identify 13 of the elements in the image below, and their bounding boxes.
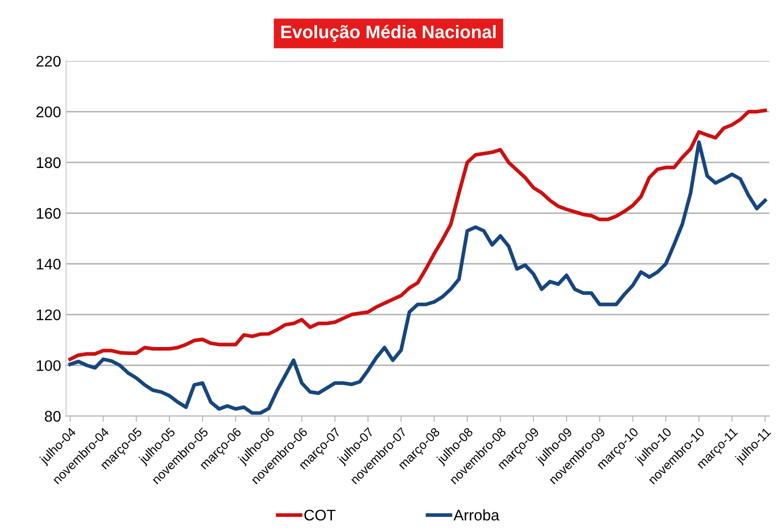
y-tick-label: 100 — [36, 360, 61, 372]
line-series — [68, 108, 767, 362]
line-series — [68, 140, 767, 415]
y-tick-label: 80 — [44, 410, 61, 422]
y-tick-label: 120 — [36, 309, 61, 320]
y-tick-label: 200 — [36, 106, 61, 118]
y-tick-label: 220 — [36, 56, 61, 67]
chart-title: Evolução Média Nacional — [281, 24, 496, 42]
y-tick-label: 160 — [36, 208, 61, 219]
y-tick-label: 140 — [36, 258, 61, 270]
legend-label: Arroba — [454, 509, 500, 521]
y-tick-label: 180 — [36, 157, 61, 168]
legend-label: COT — [304, 510, 336, 521]
